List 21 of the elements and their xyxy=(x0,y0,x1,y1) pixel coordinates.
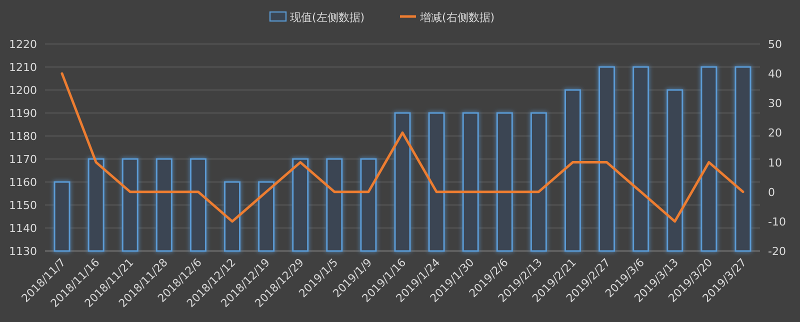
y-tick-label: 1220 xyxy=(9,38,37,51)
y-tick-label: 1150 xyxy=(9,199,37,212)
legend-label: 增减(右侧数据) xyxy=(419,11,495,24)
line-series xyxy=(60,72,744,223)
y-tick-label: 1190 xyxy=(9,107,37,120)
y-tick-label: 1210 xyxy=(9,61,37,74)
y-tick-label: 1130 xyxy=(9,245,37,258)
y2-tick-label: 0 xyxy=(768,186,775,199)
y-tick-label: 1160 xyxy=(9,176,37,189)
legend-label: 现值(左侧数据) xyxy=(290,11,365,24)
y2-tick-label: 10 xyxy=(768,156,782,170)
y2-tick-label: -20 xyxy=(768,245,786,258)
y2-tick-label: -10 xyxy=(768,215,786,228)
y2-tick-label: 50 xyxy=(768,38,782,51)
y-tick-label: 1200 xyxy=(9,84,37,97)
y-tick-label: 1180 xyxy=(9,130,37,143)
y-tick-label: 1140 xyxy=(9,222,37,235)
y2-tick-label: 40 xyxy=(768,68,782,81)
y-tick-label: 1170 xyxy=(9,153,37,166)
y2-tick-label: 20 xyxy=(768,126,782,140)
y2-tick-label: 30 xyxy=(768,97,782,110)
